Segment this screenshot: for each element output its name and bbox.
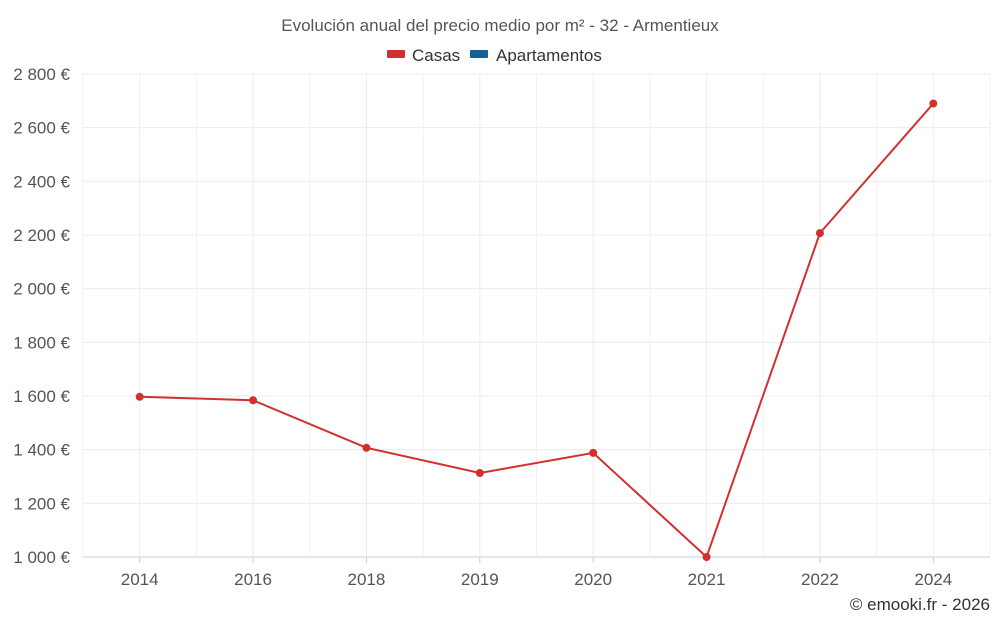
data-point-casas[interactable]	[929, 99, 938, 108]
legend-label-casas[interactable]: Casas	[412, 46, 460, 65]
footer-credit: © emooki.fr - 2026	[850, 595, 990, 614]
y-tick-label: 1 600 €	[13, 387, 70, 406]
x-tick-label: 2019	[461, 570, 499, 589]
y-tick-label: 1 800 €	[13, 333, 70, 352]
data-point-casas[interactable]	[475, 469, 484, 478]
y-tick-label: 2 800 €	[13, 65, 70, 84]
x-tick-label: 2021	[688, 570, 726, 589]
chart-title: Evolución anual del precio medio por m² …	[281, 16, 719, 35]
legend-swatch-apartamentos[interactable]	[470, 50, 488, 58]
y-axis: 1 000 € 1 200 € 1 400 € 1 600 € 1 800 € 2 000…	[13, 65, 70, 567]
x-tick-label: 2020	[574, 570, 612, 589]
x-tick-label: 2022	[801, 570, 839, 589]
data-point-casas[interactable]	[815, 229, 824, 238]
data-point-casas[interactable]	[589, 448, 598, 457]
series-line-casas	[139, 102, 935, 559]
x-tick-label: 2016	[234, 570, 272, 589]
legend-label-apartamentos[interactable]: Apartamentos	[496, 46, 602, 65]
data-point-casas[interactable]	[362, 443, 371, 452]
grid	[82, 73, 991, 558]
y-tick-label: 2 600 €	[13, 119, 70, 138]
y-tick-label: 2 000 €	[13, 280, 70, 299]
data-point-casas[interactable]	[249, 396, 258, 405]
y-tick-label: 1 200 €	[13, 494, 70, 513]
legend: Casas Apartamentos	[387, 46, 602, 65]
x-tick-label: 2024	[914, 570, 952, 589]
y-tick-label: 2 200 €	[13, 226, 70, 245]
x-axis: 2014 2016 2018 2019 2020 2021 2022 2024	[121, 557, 952, 589]
series-casas	[135, 99, 938, 561]
y-tick-label: 2 400 €	[13, 172, 70, 191]
x-tick-label: 2014	[121, 570, 159, 589]
data-point-casas[interactable]	[702, 553, 711, 561]
legend-swatch-casas[interactable]	[387, 50, 405, 58]
y-tick-label: 1 000 €	[13, 548, 70, 567]
y-tick-label: 1 400 €	[13, 441, 70, 460]
x-tick-label: 2018	[348, 570, 386, 589]
data-point-casas[interactable]	[135, 392, 144, 401]
